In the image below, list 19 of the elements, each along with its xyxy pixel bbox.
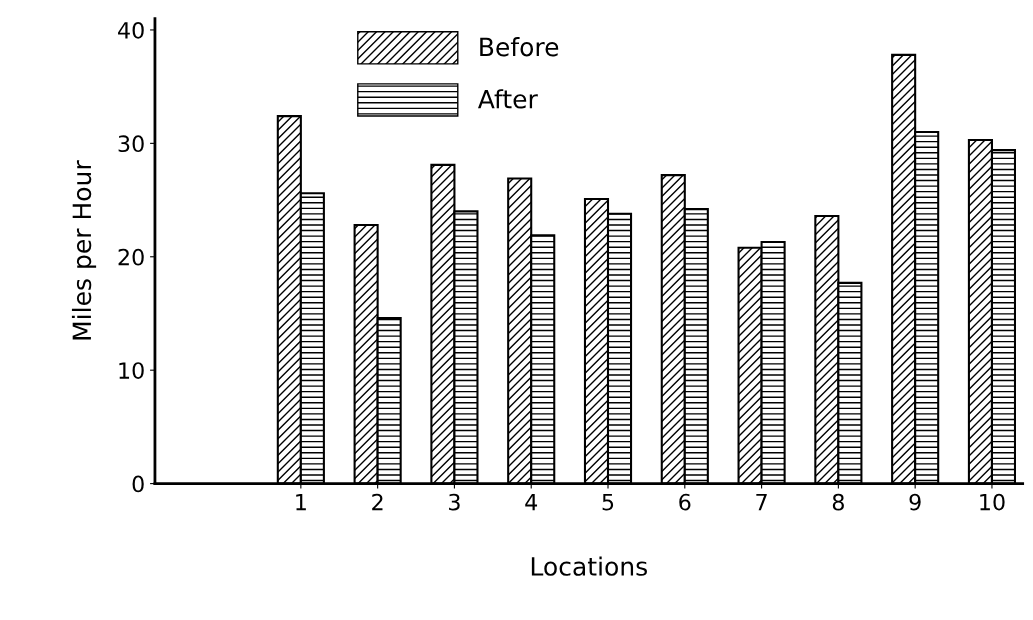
x-tick-label: 9 <box>909 493 921 511</box>
legend-label: Before <box>480 37 559 57</box>
y-tick-label: 20 <box>118 248 144 266</box>
x-tick-label: 7 <box>756 494 767 511</box>
x-tick-label: 4 <box>525 494 538 511</box>
x-axis-title: Locations <box>531 556 647 576</box>
x-tick-label: 10 <box>980 493 1005 511</box>
x-tick-label: 1 <box>296 494 306 511</box>
y-tick-label: 0 <box>132 475 144 493</box>
y-tick-label: 30 <box>118 135 144 153</box>
x-tick-label: 8 <box>832 493 844 511</box>
y-tick-label: 40 <box>118 21 144 39</box>
y-tick-label: 10 <box>119 362 144 379</box>
x-tick-label: 2 <box>372 493 383 511</box>
x-tick-label: 6 <box>679 493 691 511</box>
legend-label: After <box>477 89 538 109</box>
x-tick-label: 5 <box>602 494 614 511</box>
x-tick-label: 3 <box>449 493 460 511</box>
y-axis-title: Miles per Hour <box>71 160 97 340</box>
